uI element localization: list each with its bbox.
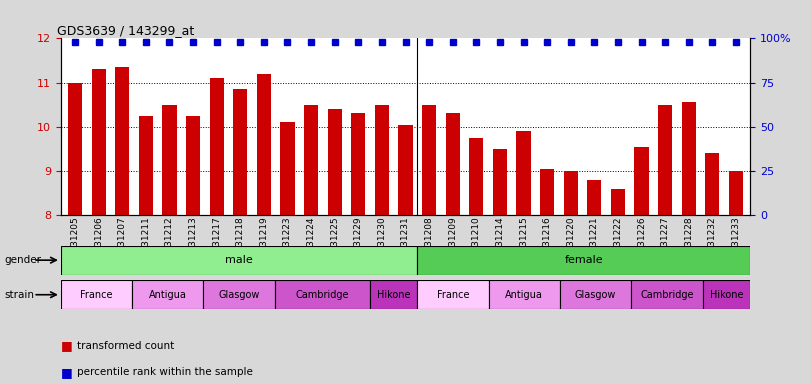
Text: Antigua: Antigua	[505, 290, 543, 300]
Bar	[587, 180, 602, 215]
Bar	[445, 114, 460, 215]
Bar	[162, 104, 177, 215]
Bar	[370, 280, 418, 309]
Bar	[328, 109, 341, 215]
Text: France: France	[80, 290, 113, 300]
Bar	[132, 280, 204, 309]
Bar	[186, 116, 200, 215]
Text: ■: ■	[61, 339, 72, 352]
Bar	[281, 122, 294, 215]
Bar	[209, 78, 224, 215]
Bar	[204, 280, 275, 309]
Bar	[422, 104, 436, 215]
Text: France: France	[437, 290, 470, 300]
Bar	[658, 104, 672, 215]
Bar	[631, 280, 702, 309]
Text: gender: gender	[4, 255, 41, 265]
Bar	[115, 67, 129, 215]
Bar	[61, 246, 418, 275]
Bar	[702, 280, 750, 309]
Bar	[418, 246, 750, 275]
Text: transformed count: transformed count	[77, 341, 174, 351]
Bar	[375, 104, 389, 215]
Bar	[418, 280, 489, 309]
Text: Hikone: Hikone	[710, 290, 743, 300]
Text: ■: ■	[61, 366, 72, 379]
Bar	[470, 138, 483, 215]
Text: Cambridge: Cambridge	[295, 290, 349, 300]
Text: strain: strain	[4, 290, 34, 300]
Bar	[304, 104, 318, 215]
Bar	[611, 189, 625, 215]
Bar	[489, 280, 560, 309]
Text: female: female	[564, 255, 603, 265]
Bar	[275, 280, 370, 309]
Bar	[682, 103, 696, 215]
Bar	[634, 147, 649, 215]
Bar	[61, 280, 132, 309]
Text: Glasgow: Glasgow	[575, 290, 616, 300]
Bar	[257, 74, 271, 215]
Bar	[493, 149, 507, 215]
Text: GDS3639 / 143299_at: GDS3639 / 143299_at	[58, 24, 195, 37]
Text: Antigua: Antigua	[149, 290, 187, 300]
Bar	[139, 116, 153, 215]
Bar	[706, 153, 719, 215]
Text: Hikone: Hikone	[377, 290, 410, 300]
Bar	[234, 89, 247, 215]
Bar	[729, 171, 743, 215]
Bar	[540, 169, 554, 215]
Text: Cambridge: Cambridge	[640, 290, 693, 300]
Text: percentile rank within the sample: percentile rank within the sample	[77, 367, 253, 377]
Bar	[68, 83, 82, 215]
Bar	[398, 124, 413, 215]
Bar	[351, 114, 366, 215]
Text: male: male	[225, 255, 253, 265]
Bar	[564, 171, 577, 215]
Bar	[517, 131, 530, 215]
Bar	[92, 69, 105, 215]
Text: Glasgow: Glasgow	[218, 290, 260, 300]
Bar	[560, 280, 631, 309]
